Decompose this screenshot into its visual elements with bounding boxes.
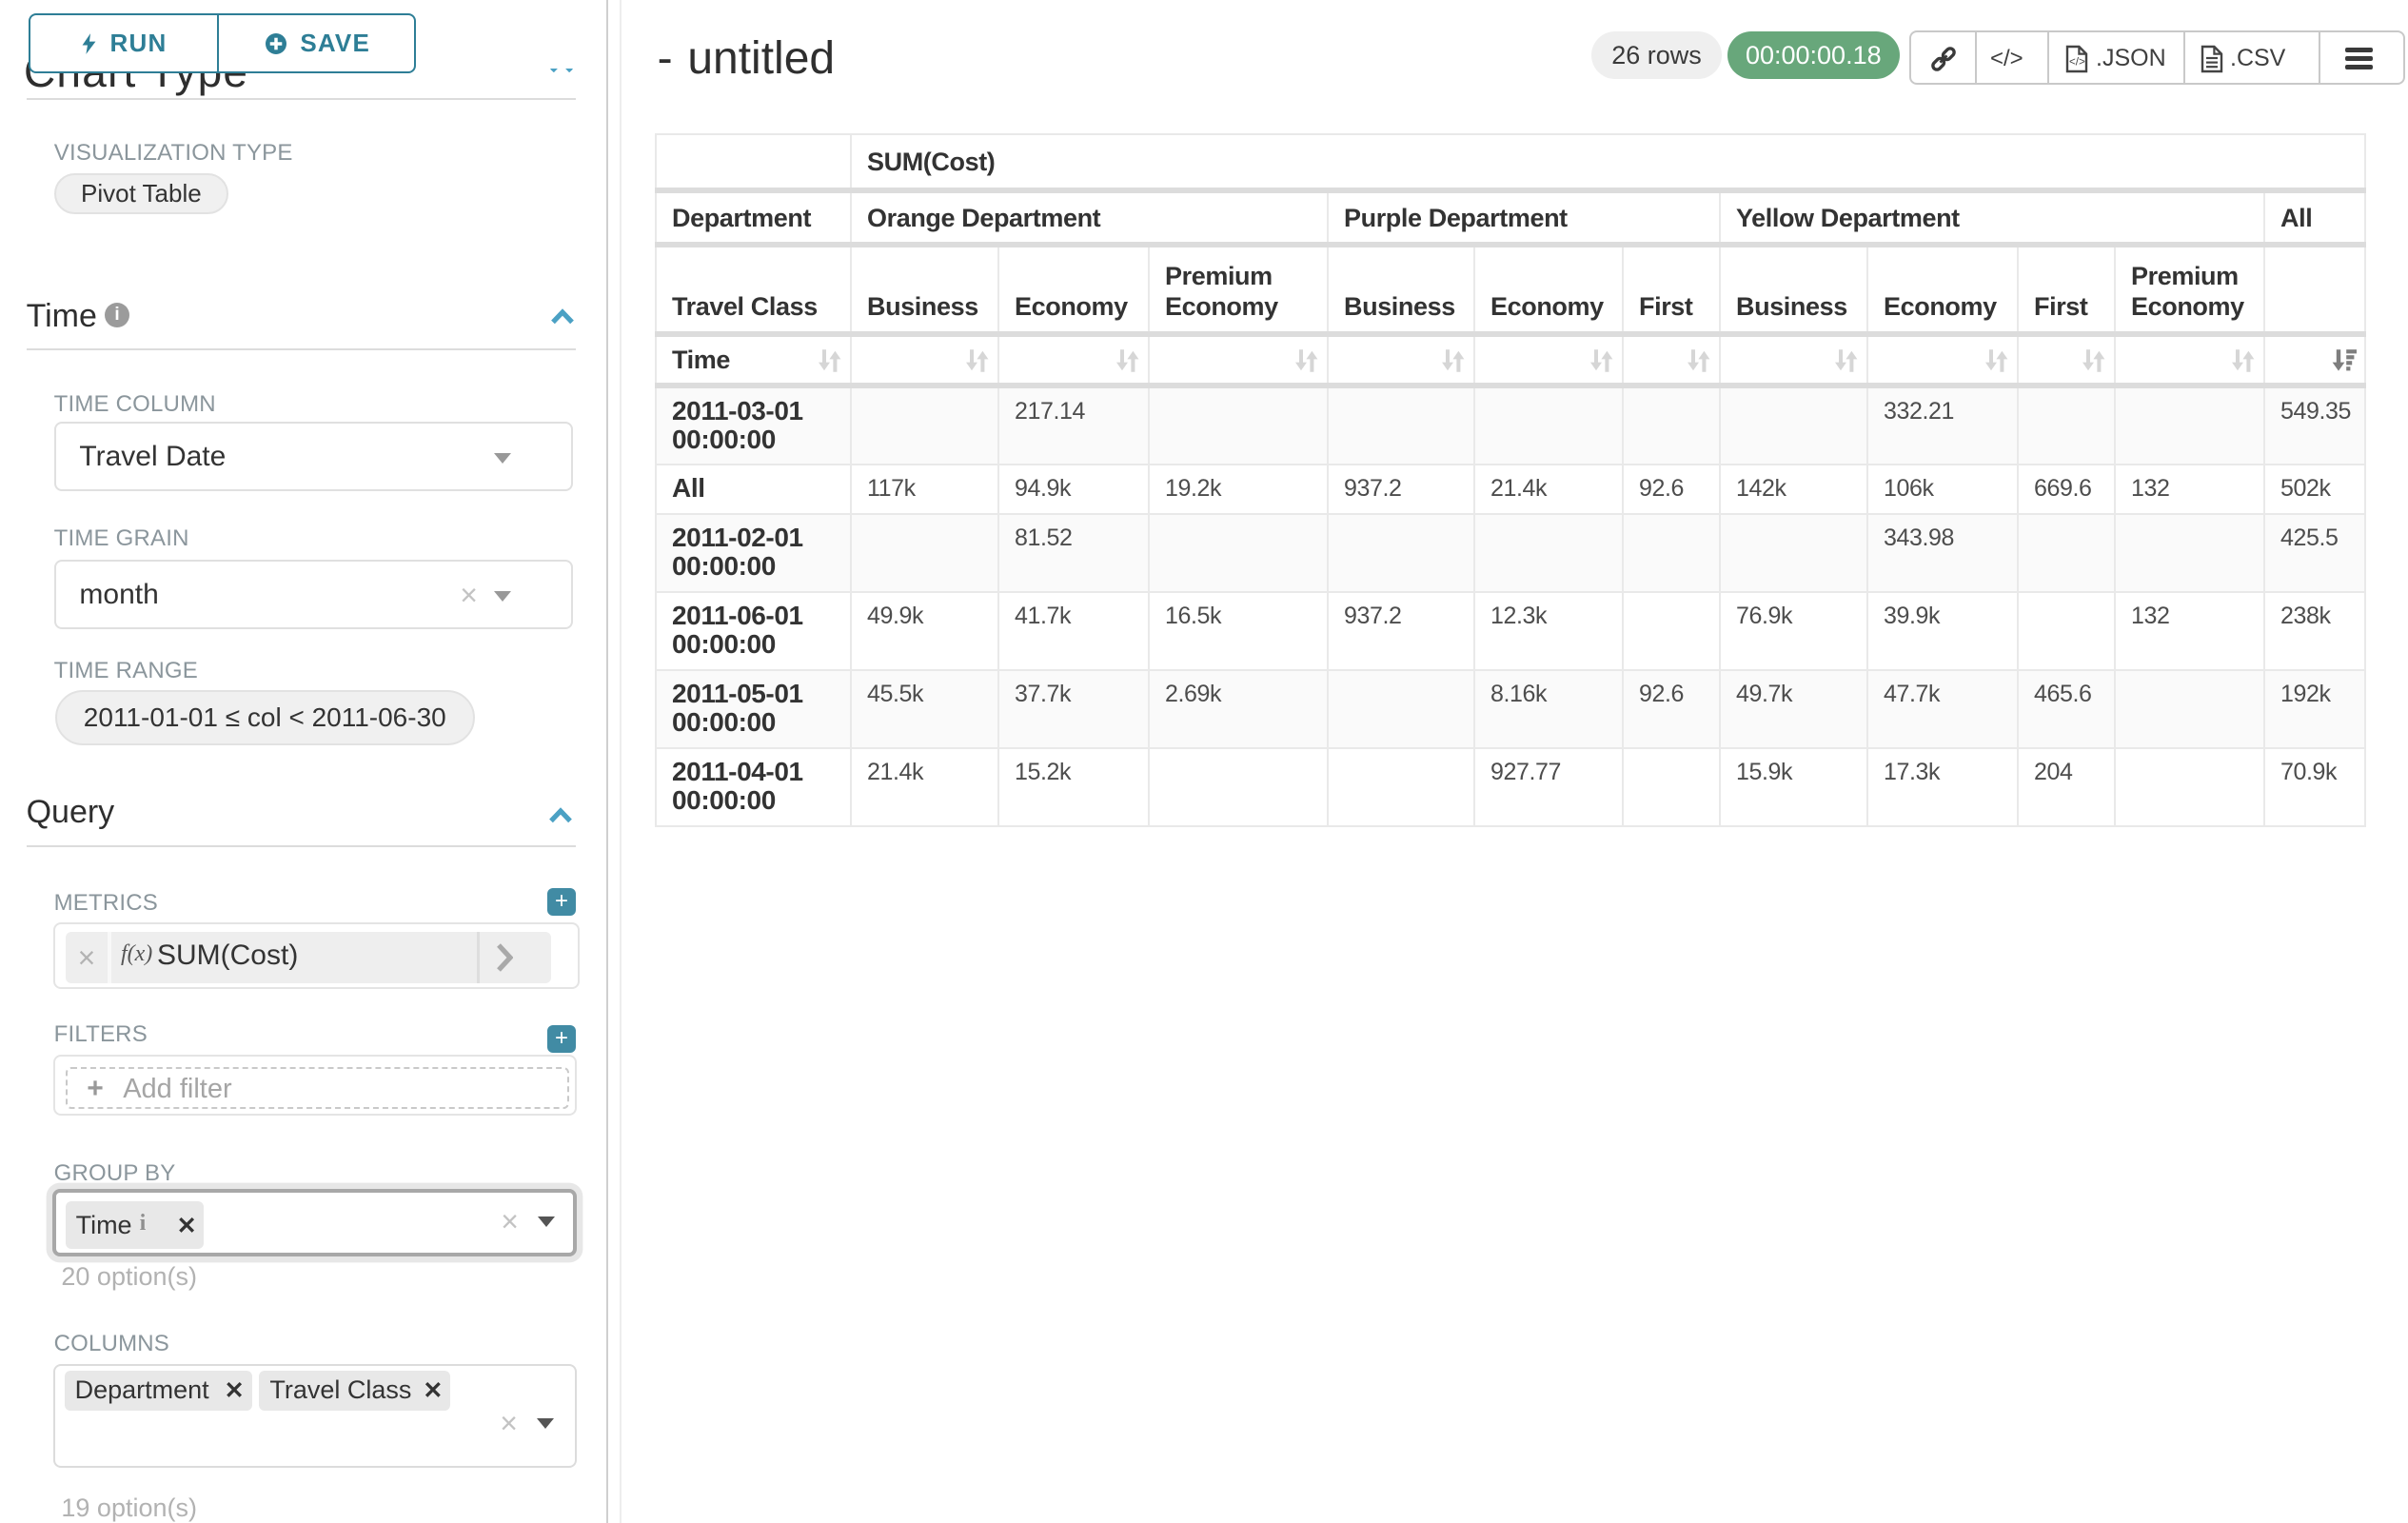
svg-text:</>: </> xyxy=(2069,56,2085,69)
